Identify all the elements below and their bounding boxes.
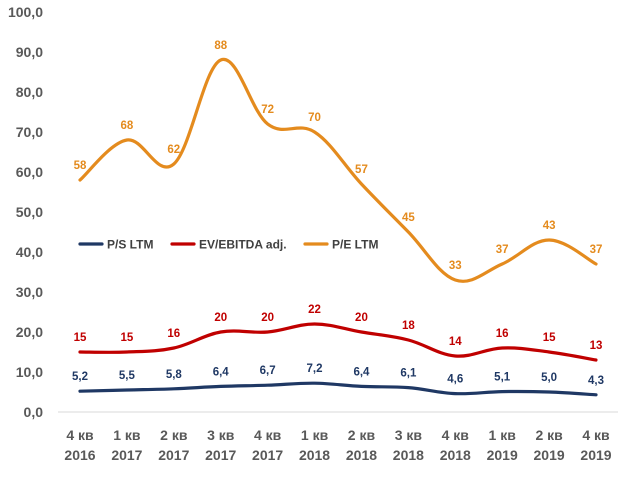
y-tick-label: 60,0: [16, 164, 43, 180]
x-tick-label: 2 кв 2017: [158, 427, 189, 463]
x-tick-label: 3 кв 2018: [393, 427, 424, 463]
x-tick-label: 3 кв 2017: [205, 427, 236, 463]
data-label-ev-ebitda-adj: 16: [496, 328, 509, 340]
x-tick-label: 2 кв 2019: [534, 427, 565, 463]
x-tick-label: 4 кв 2017: [252, 427, 283, 463]
y-tick-label: 50,0: [16, 204, 43, 220]
legend-label-ps-ltm: P/S LTM: [107, 238, 153, 252]
x-tick-label: 1 кв 2019: [487, 427, 518, 463]
series-line-ps-ltm: [78, 381, 598, 397]
data-label-pe-ltm: 72: [261, 104, 274, 116]
legend: P/S LTM EV/EBITDA adj. P/E LTM: [78, 238, 378, 252]
x-axis: 4 кв 2016 1 кв 2017 2 кв 2017 3 кв 2017 4 кв 2017…: [64, 427, 611, 463]
data-label-ps-ltm: 5,5: [119, 370, 136, 382]
y-tick-label: 90,0: [16, 44, 43, 60]
x-tick-label: 4 кв 2016: [64, 427, 95, 463]
data-label-pe-ltm: 45: [402, 212, 415, 224]
data-label-ps-ltm: 5,1: [494, 372, 511, 384]
data-label-pe-ltm: 37: [590, 244, 603, 256]
data-label-ev-ebitda-adj: 13: [590, 340, 603, 352]
data-label-ev-ebitda-adj: 18: [402, 320, 415, 332]
data-label-pe-ltm: 58: [74, 160, 87, 172]
data-label-ev-ebitda-adj: 20: [261, 312, 274, 324]
y-tick-label: 20,0: [16, 324, 43, 340]
data-label-ev-ebitda-adj: 14: [449, 336, 462, 348]
data-label-ev-ebitda-adj: 22: [308, 304, 321, 316]
data-label-ps-ltm: 5,8: [166, 369, 183, 381]
y-tick-label: 0,0: [24, 404, 44, 420]
x-tick-label: 4 кв 2019: [580, 427, 611, 463]
y-axis: 0,0 10,0 20,0 30,0 40,0 50,0 60,0 70,0 80,0 90,0 1…: [8, 4, 43, 420]
legend-label-pe-ltm: P/E LTM: [332, 238, 378, 252]
y-tick-label: 10,0: [16, 364, 43, 380]
data-label-ps-ltm: 5,0: [541, 372, 557, 384]
data-label-ev-ebitda-adj: 15: [121, 332, 134, 344]
data-label-pe-ltm: 57: [355, 164, 368, 176]
y-tick-label: 100,0: [8, 4, 43, 20]
data-label-pe-ltm: 43: [543, 220, 556, 232]
y-tick-label: 40,0: [16, 244, 43, 260]
series-line-pe-ltm: [78, 58, 598, 283]
data-label-ev-ebitda-adj: 15: [543, 332, 556, 344]
data-label-ev-ebitda-adj: 16: [167, 328, 180, 340]
data-label-ev-ebitda-adj: 20: [355, 312, 368, 324]
x-tick-label: 1 кв 2018: [299, 427, 330, 463]
data-label-ps-ltm: 4,3: [588, 375, 604, 387]
series-lines: [78, 58, 598, 397]
data-label-pe-ltm: 33: [449, 260, 462, 272]
data-label-ps-ltm: 6,1: [400, 368, 417, 380]
x-tick-label: 1 кв 2017: [111, 427, 142, 463]
data-label-pe-ltm: 37: [496, 244, 509, 256]
data-label-pe-ltm: 70: [308, 112, 321, 124]
data-label-pe-ltm: 88: [214, 40, 227, 52]
x-tick-label: 4 кв 2018: [440, 427, 471, 463]
data-label-ev-ebitda-adj: 20: [214, 312, 227, 324]
data-label-ps-ltm: 4,6: [447, 374, 463, 386]
y-tick-label: 80,0: [16, 84, 43, 100]
data-labels: 5,2 5,5 5,8 6,4 6,7 7,2 6,4 6,1 4,6 5,1 5,0 4,3 15 15…: [72, 40, 604, 387]
data-label-pe-ltm: 68: [121, 120, 134, 132]
data-label-ps-ltm: 7,2: [307, 363, 323, 375]
data-label-ev-ebitda-adj: 15: [74, 332, 87, 344]
data-label-ps-ltm: 6,4: [213, 366, 230, 378]
series-line-ev-ebitda-adj: [78, 322, 598, 362]
y-tick-label: 30,0: [16, 284, 43, 300]
x-tick-label: 2 кв 2018: [346, 427, 377, 463]
data-label-ps-ltm: 6,4: [353, 366, 370, 378]
data-label-pe-ltm: 62: [167, 144, 180, 156]
data-label-ps-ltm: 6,7: [260, 365, 276, 377]
y-tick-label: 70,0: [16, 124, 43, 140]
data-label-ps-ltm: 5,2: [72, 371, 88, 383]
legend-label-ev-ebitda-adj: EV/EBITDA adj.: [199, 238, 287, 252]
